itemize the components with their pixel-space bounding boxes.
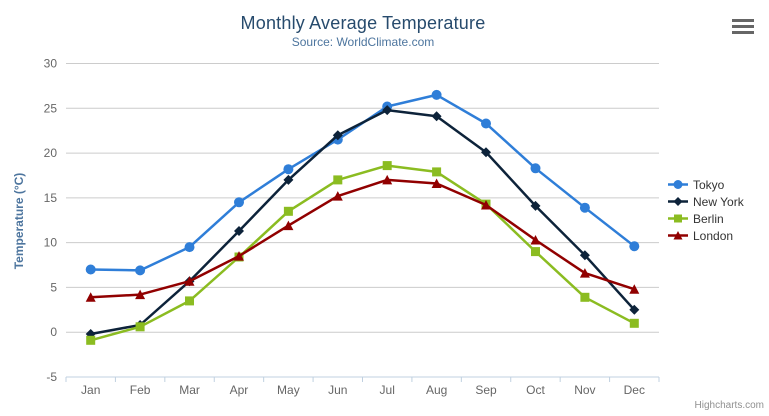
xaxis-category-label: Sep [475, 383, 497, 397]
data-point-marker[interactable] [431, 89, 442, 100]
legend-item-berlin[interactable]: Berlin [668, 210, 744, 227]
hamburger-icon [732, 30, 754, 34]
data-point-marker[interactable] [481, 147, 491, 158]
circle-legend-icon [668, 180, 688, 189]
yaxis-tick-label: 15 [44, 191, 58, 205]
xaxis-category-label: Oct [526, 383, 545, 397]
data-point-marker[interactable] [579, 268, 590, 278]
data-point-marker[interactable] [135, 289, 146, 300]
data-point-marker[interactable] [333, 175, 343, 185]
legend-item-new-york[interactable]: New York [668, 193, 744, 210]
legend-label: New York [693, 194, 744, 209]
data-point-marker[interactable] [184, 276, 195, 286]
series-london[interactable] [85, 174, 640, 302]
data-point-marker[interactable] [283, 174, 294, 185]
xaxis-category-label: Feb [130, 383, 151, 397]
legend: Tokyo New York Berlin London [668, 176, 744, 244]
data-point-marker[interactable] [629, 304, 640, 315]
data-point-marker[interactable] [86, 335, 96, 345]
xaxis-category-label: Jul [380, 383, 395, 397]
chart-subtitle: Source: WorldClimate.com [291, 35, 435, 49]
data-point-marker[interactable] [185, 296, 194, 306]
yaxis-tick-label: 30 [44, 57, 58, 71]
triangle-legend-icon [668, 231, 688, 240]
xaxis-category-label: Nov [574, 383, 595, 397]
data-point-marker[interactable] [432, 167, 442, 177]
data-point-marker[interactable] [332, 130, 343, 141]
data-point-marker[interactable] [283, 220, 294, 231]
hamburger-icon [732, 18, 754, 22]
legend-label: London [693, 228, 734, 243]
data-point-marker[interactable] [531, 247, 540, 257]
context-menu-button[interactable] [728, 15, 756, 37]
xaxis-category-label: Aug [426, 383, 447, 397]
data-point-marker[interactable] [234, 226, 244, 236]
data-point-marker[interactable] [431, 111, 442, 122]
xaxis-category-label: Jun [328, 383, 347, 397]
legend-item-tokyo[interactable]: Tokyo [668, 176, 744, 193]
data-point-marker[interactable] [481, 200, 491, 210]
yaxis-tick-label: 10 [44, 236, 58, 250]
data-point-marker[interactable] [382, 161, 392, 171]
xaxis-category-label: Mar [179, 383, 200, 397]
yaxis-title: Temperature (°C) [12, 172, 26, 270]
data-point-marker[interactable] [629, 241, 640, 252]
data-point-marker[interactable] [184, 242, 195, 253]
yaxis-tick-label: 20 [44, 146, 58, 160]
data-point-marker[interactable] [579, 202, 590, 213]
data-point-marker[interactable] [234, 251, 244, 261]
data-point-marker[interactable] [382, 174, 393, 185]
series-new-york[interactable] [85, 105, 640, 339]
square-legend-icon [668, 214, 688, 223]
yaxis-tick-label: 0 [50, 325, 57, 339]
data-point-marker[interactable] [135, 265, 146, 276]
data-point-marker[interactable] [85, 292, 96, 302]
data-point-marker[interactable] [579, 250, 590, 261]
legend-label: Tokyo [693, 177, 725, 192]
diamond-legend-icon [668, 197, 688, 206]
chart-title: Monthly Average Temperature [240, 13, 486, 33]
legend-item-london[interactable]: London [668, 227, 744, 244]
data-point-marker[interactable] [332, 191, 343, 201]
data-point-marker[interactable] [629, 318, 639, 328]
data-point-marker[interactable] [85, 264, 96, 275]
xaxis-category-label: Apr [230, 383, 249, 397]
data-point-marker[interactable] [530, 163, 541, 174]
data-point-marker[interactable] [234, 197, 244, 208]
credits-link[interactable]: Highcharts.com [694, 400, 764, 411]
hamburger-icon [732, 24, 754, 28]
data-point-marker[interactable] [481, 118, 491, 129]
data-point-marker[interactable] [135, 322, 145, 332]
xaxis-category-label: May [277, 383, 300, 397]
series-tokyo[interactable] [85, 89, 640, 276]
yaxis-tick-label: -5 [46, 370, 57, 384]
data-point-marker[interactable] [530, 200, 541, 211]
yaxis-tick-label: 25 [44, 101, 58, 115]
data-point-marker[interactable] [629, 284, 640, 294]
data-point-marker[interactable] [283, 164, 294, 175]
data-point-marker[interactable] [580, 292, 590, 302]
xaxis-category-label: Jan [81, 383, 100, 397]
xaxis-category-label: Dec [624, 383, 645, 397]
yaxis-tick-label: 5 [50, 280, 57, 294]
data-point-marker[interactable] [530, 235, 541, 245]
data-point-marker[interactable] [382, 105, 393, 116]
data-point-marker[interactable] [431, 178, 442, 189]
legend-label: Berlin [693, 211, 724, 226]
data-point-marker[interactable] [283, 206, 293, 216]
